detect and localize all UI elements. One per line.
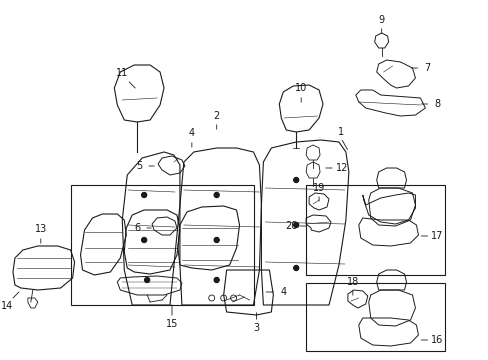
Text: 15: 15 <box>165 319 178 329</box>
Text: 20: 20 <box>285 221 297 231</box>
Circle shape <box>293 177 298 183</box>
Text: 14: 14 <box>1 301 13 311</box>
Circle shape <box>144 278 149 283</box>
Text: 18: 18 <box>346 277 358 287</box>
Text: 16: 16 <box>430 335 443 345</box>
Text: 19: 19 <box>312 183 325 193</box>
Circle shape <box>214 238 219 243</box>
Bar <box>305 283 445 351</box>
Bar <box>70 185 254 305</box>
Circle shape <box>214 193 219 198</box>
Text: 5: 5 <box>136 161 142 171</box>
Text: 4: 4 <box>280 287 286 297</box>
Text: 3: 3 <box>253 323 259 333</box>
Text: 2: 2 <box>213 111 220 121</box>
Text: 11: 11 <box>116 68 128 78</box>
Text: 10: 10 <box>294 83 306 93</box>
Circle shape <box>142 238 146 243</box>
Text: 7: 7 <box>424 63 429 73</box>
Text: 4: 4 <box>188 128 195 138</box>
Bar <box>305 185 445 275</box>
Circle shape <box>142 193 146 198</box>
Text: 9: 9 <box>378 15 384 25</box>
Circle shape <box>214 278 219 283</box>
Text: 1: 1 <box>337 127 343 137</box>
Circle shape <box>293 222 298 228</box>
Text: 17: 17 <box>430 231 443 241</box>
Text: 13: 13 <box>35 224 47 234</box>
Text: 6: 6 <box>134 223 140 233</box>
Circle shape <box>293 266 298 270</box>
Text: 8: 8 <box>433 99 440 109</box>
Text: 12: 12 <box>335 163 347 173</box>
